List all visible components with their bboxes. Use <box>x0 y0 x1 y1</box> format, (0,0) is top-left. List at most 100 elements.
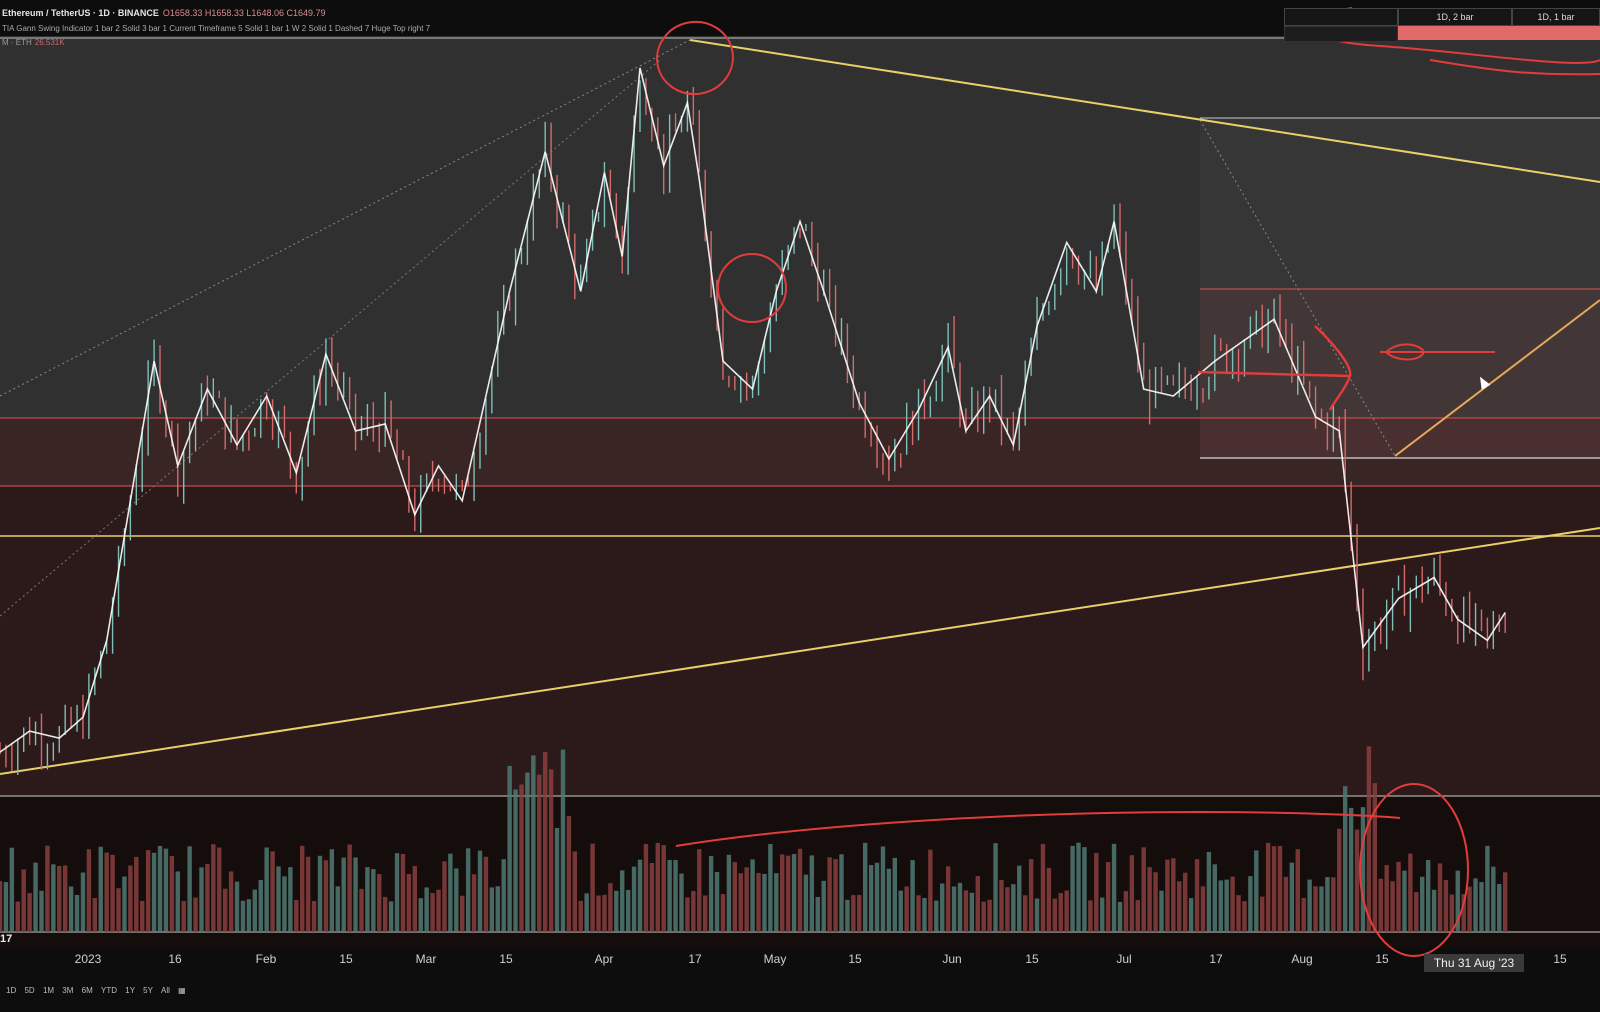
volume-bar <box>1325 877 1330 932</box>
range-ytd[interactable]: YTD <box>101 986 118 995</box>
volume-bar <box>489 887 495 932</box>
volume-bar <box>1337 828 1342 932</box>
volume-bar <box>963 890 969 932</box>
volume-bar <box>1200 886 1206 932</box>
volume-bar <box>0 880 3 932</box>
volume-bar <box>945 866 951 932</box>
ascending-trendline <box>0 527 1600 775</box>
volume-bar <box>270 851 275 932</box>
volume-bar <box>691 891 696 932</box>
volume-bar <box>1289 862 1295 932</box>
volume-bar <box>471 874 477 932</box>
volume-bar <box>631 866 637 932</box>
volume-bar <box>673 860 678 932</box>
range-3m[interactable]: 3M <box>62 986 74 995</box>
volume-bar <box>1248 876 1253 932</box>
volume-bar <box>987 899 992 932</box>
range-5y[interactable]: 5Y <box>143 986 153 995</box>
volume-bar <box>851 895 856 932</box>
tf-bar-red <box>1398 26 1600 40</box>
volume-bar <box>1461 894 1466 932</box>
volume-bar <box>359 888 364 932</box>
tf-cell-2: 1D, 1 bar <box>1512 8 1600 26</box>
time-axis[interactable]: 2023 16 Feb 15 Mar 15 Apr 17 May 15 Jun 15 Jul 17 Aug 1… <box>0 950 1600 970</box>
volume-bar <box>904 886 909 932</box>
volume-bar <box>222 888 228 932</box>
calendar-icon[interactable]: ▦ <box>178 986 186 995</box>
volume-bar <box>1236 895 1241 932</box>
volume-bar <box>637 859 643 932</box>
volume-bar <box>708 855 714 932</box>
volume-bar <box>940 883 945 932</box>
volume-bar <box>21 869 26 932</box>
volume-bar <box>1022 895 1028 932</box>
range-all[interactable]: All <box>161 986 170 995</box>
volume-bar <box>1182 872 1188 932</box>
volume-bar <box>240 900 246 932</box>
volume-bar <box>1295 849 1300 932</box>
volume-bar <box>809 855 815 932</box>
price-line <box>0 67 1506 753</box>
volume-bar <box>981 901 986 932</box>
volume-label: M · ETH <box>2 38 32 47</box>
volume-bar <box>465 848 471 932</box>
volume-bar <box>726 854 732 932</box>
volume-bar <box>1396 861 1401 932</box>
volume-bar <box>845 899 850 932</box>
volume-bar <box>1307 879 1312 932</box>
volume-bar <box>531 755 536 932</box>
volume-bar <box>1378 878 1383 932</box>
volume-bar <box>311 901 317 932</box>
annotation-volume-circle <box>1359 783 1469 957</box>
volume-bar <box>667 859 672 932</box>
volume-bar <box>1384 865 1389 932</box>
volume-bar <box>827 857 832 932</box>
volume-bar <box>1437 863 1443 932</box>
volume-bar <box>513 789 518 932</box>
volume-bar <box>1271 846 1277 932</box>
volume-bar <box>353 857 358 932</box>
volume-bar <box>276 866 281 932</box>
volume-bar <box>1254 850 1259 932</box>
range-1y[interactable]: 1Y <box>125 986 135 995</box>
volume-bar <box>175 871 180 932</box>
volume-bar <box>702 895 708 932</box>
volume-bar <box>424 887 429 932</box>
volume-legend[interactable]: M · ETH 26.531K <box>2 38 65 47</box>
volume-bar <box>1354 829 1360 932</box>
range-5d[interactable]: 5D <box>24 986 35 995</box>
volume-bar <box>643 843 649 932</box>
x-tick-label: Jun <box>942 952 962 966</box>
volume-bar <box>1455 870 1460 932</box>
volume-bar <box>1212 864 1218 932</box>
volume-bar <box>957 882 963 932</box>
volume-bar <box>1129 855 1135 932</box>
volume-bar <box>1017 865 1022 932</box>
volume-bar <box>762 873 767 932</box>
range-1d[interactable]: 1D <box>6 986 17 995</box>
volume-bar <box>228 871 234 932</box>
symbol-title[interactable]: Ethereum / TetherUS · 1D · BINANCE <box>2 8 159 18</box>
volume-bar <box>620 870 625 932</box>
volume-bar <box>880 846 886 932</box>
volume-bar <box>768 843 773 932</box>
x-tick-label: Aug <box>1291 952 1313 966</box>
volume-bar <box>1094 853 1099 932</box>
volume-bar <box>1165 859 1170 932</box>
x-tick-label: 16 <box>168 952 182 966</box>
volume-bar <box>400 853 406 932</box>
volume-bar <box>507 765 512 932</box>
volume-bar <box>1123 891 1129 932</box>
volume-bar <box>566 816 572 932</box>
range-1m[interactable]: 1M <box>42 986 55 995</box>
indicator-legend[interactable]: TIA Gann Swing Indicator 1 bar 2 Solid 3… <box>2 24 431 33</box>
upper-zone <box>0 36 1600 418</box>
volume-bar <box>1502 872 1508 932</box>
range-6m[interactable]: 6M <box>81 986 93 995</box>
volume-bar <box>1147 867 1152 932</box>
volume-bar <box>211 844 216 932</box>
volume-bar <box>329 849 335 932</box>
volume-bar <box>246 899 252 932</box>
volume-bar <box>98 846 103 932</box>
